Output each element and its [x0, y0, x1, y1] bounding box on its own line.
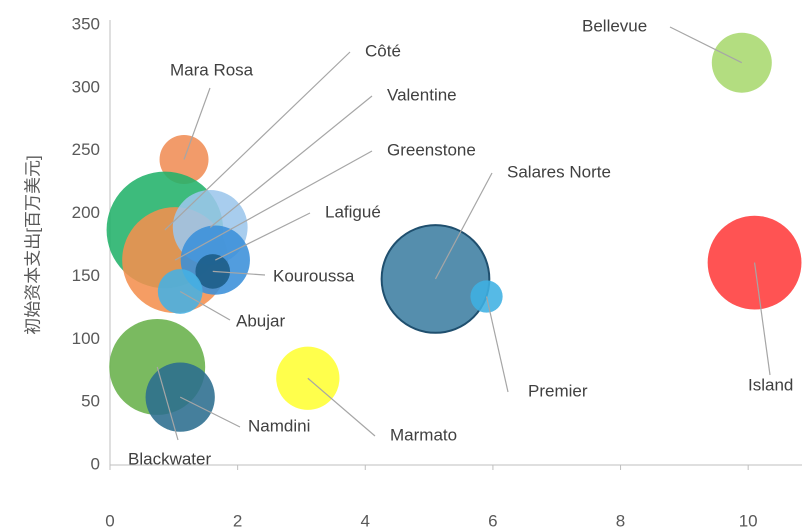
data-label: Salares Norte: [507, 162, 611, 181]
data-label: Premier: [528, 381, 588, 400]
y-tick-label: 250: [72, 140, 100, 159]
x-tick-label: 6: [488, 511, 497, 530]
data-label: Island: [748, 375, 793, 394]
y-tick-label: 350: [72, 14, 100, 33]
y-tick-label: 0: [91, 454, 100, 473]
data-label: Greenstone: [387, 140, 476, 159]
leader-line: [307, 377, 376, 437]
y-tick-label: 150: [72, 266, 100, 285]
x-tick-label: 0: [105, 511, 114, 530]
leader-line: [174, 150, 373, 261]
leader-line: [156, 366, 179, 441]
y-tick-label: 50: [81, 392, 100, 411]
leader-line: [434, 172, 493, 280]
y-tick-label: 200: [72, 203, 100, 222]
data-label: Marmato: [390, 425, 457, 444]
data-label: Blackwater: [128, 449, 211, 468]
leader-line: [179, 396, 241, 428]
leader-line: [183, 87, 211, 160]
data-label: Valentine: [387, 85, 457, 104]
x-tick-label: 4: [361, 511, 370, 530]
bubble: [145, 362, 215, 432]
x-tick-label: 8: [616, 511, 625, 530]
bubble: [707, 215, 802, 310]
y-axis-title: 初始资本支出[百万美元]: [23, 155, 42, 334]
data-label: Kouroussa: [273, 266, 355, 285]
data-label: Abujar: [236, 311, 285, 330]
leader-line: [669, 26, 743, 64]
data-label: Mara Rosa: [170, 60, 254, 79]
leader-line: [179, 290, 231, 321]
y-tick-label: 300: [72, 77, 100, 96]
y-tick-label: 100: [72, 329, 100, 348]
data-label: Côté: [365, 41, 401, 60]
data-label: Namdini: [248, 416, 310, 435]
bubble: [159, 135, 209, 185]
leader-line: [753, 262, 771, 376]
x-tick-label: 2: [233, 511, 242, 530]
data-label: Bellevue: [582, 16, 647, 35]
x-tick-label: 10: [739, 511, 758, 530]
leader-line: [164, 51, 351, 231]
data-label: Lafigué: [325, 202, 381, 221]
leader-line: [212, 270, 266, 276]
leader-line: [209, 95, 373, 228]
leader-line: [215, 212, 311, 261]
leader-line: [485, 296, 509, 393]
